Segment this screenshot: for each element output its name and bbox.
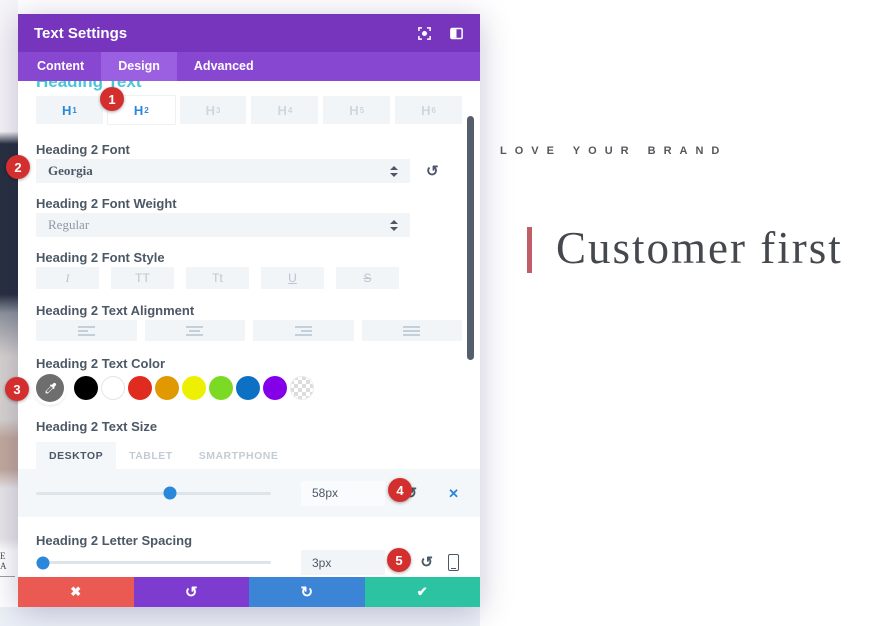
align-justify-button[interactable] (361, 320, 462, 341)
align-center-button[interactable] (144, 320, 245, 341)
text-size-label: Heading 2 Text Size (36, 419, 158, 434)
color-swatch-green[interactable] (209, 376, 233, 400)
tab-content[interactable]: Content (37, 59, 85, 73)
discard-button[interactable]: ✖ (18, 577, 134, 607)
device-tabs: DESKTOP TABLET SMARTPHONE (36, 442, 462, 469)
device-tab-smartphone[interactable]: SMARTPHONE (198, 449, 279, 462)
redo-button[interactable]: ↻ (249, 577, 365, 607)
check-icon: ✔ (416, 584, 428, 599)
color-swatch-red[interactable] (128, 376, 152, 400)
background-page-strip (0, 0, 18, 626)
color-swatch-orange[interactable] (155, 376, 179, 400)
canvas-heading: Customer first (556, 223, 843, 273)
letter-spacing-label: Heading 2 Letter Spacing (36, 533, 193, 548)
letter-spacing-slider[interactable] (36, 556, 271, 569)
modal-tab-bar: Content Design Advanced (18, 52, 480, 81)
align-center-icon (186, 325, 204, 336)
heading-accent-bar (527, 227, 532, 273)
reset-icon[interactable]: ↺ (426, 162, 439, 180)
undo-button[interactable]: ↺ (133, 577, 249, 607)
preview-target-icon[interactable] (417, 26, 432, 41)
device-tab-tablet[interactable]: TABLET (129, 449, 173, 462)
eyedropper-button[interactable] (36, 374, 64, 402)
dock-panel-icon[interactable] (449, 26, 464, 41)
font-style-label: Heading 2 Font Style (36, 250, 165, 265)
background-bottom-strip (0, 607, 480, 626)
uppercase-button[interactable]: TT (111, 267, 174, 289)
smallcaps-button[interactable]: Tt (186, 267, 249, 289)
italic-button[interactable]: I (36, 267, 99, 289)
font-weight-value: Regular (48, 217, 90, 232)
annotation-badge-5: 5 (387, 548, 411, 572)
underline-button[interactable]: U (261, 267, 324, 289)
color-swatch-transparent[interactable] (290, 376, 314, 400)
modal-footer: ✖ ↺ ↻ ✔ (18, 577, 480, 607)
align-right-icon (294, 325, 312, 336)
color-swatch-white[interactable] (101, 376, 125, 400)
annotation-badge-4: 4 (388, 478, 412, 502)
annotation-badge-2: 2 (6, 155, 30, 179)
text-alignment-options (36, 320, 462, 341)
redo-icon: ↻ (300, 584, 314, 601)
text-color-swatches (36, 374, 462, 402)
font-label: Heading 2 Font (36, 142, 130, 157)
device-tab-desktop[interactable]: DESKTOP (36, 442, 117, 469)
stepper-icon (390, 165, 398, 177)
align-left-icon (77, 325, 95, 336)
text-size-input[interactable]: 58px (301, 480, 385, 506)
font-select[interactable]: Georgia (36, 159, 410, 183)
discard-icon: ✖ (70, 584, 82, 599)
section-title-heading-text: Heading Text (36, 81, 142, 91)
align-justify-icon (403, 325, 421, 336)
color-swatch-yellow[interactable] (182, 376, 206, 400)
reset-icon[interactable]: ↺ (420, 554, 433, 571)
eyedropper-icon (45, 382, 56, 393)
font-weight-select[interactable]: Regular (36, 213, 410, 237)
tab-advanced[interactable]: Advanced (193, 59, 254, 73)
modal-scrollbar[interactable] (467, 116, 474, 360)
responsive-phone-icon[interactable] (448, 554, 459, 571)
stepper-icon (390, 219, 398, 231)
tab-design[interactable]: Design (101, 52, 177, 81)
remove-value-icon[interactable]: ✕ (448, 485, 459, 501)
annotation-badge-1: 1 (100, 87, 124, 111)
slider-handle[interactable] (36, 556, 50, 569)
letter-spacing-row: 3px ↺ (36, 550, 462, 575)
canvas-tagline: LOVE YOUR BRAND (500, 145, 728, 157)
align-right-button[interactable] (253, 320, 354, 341)
annotation-badge-3: 3 (5, 377, 29, 401)
align-left-button[interactable] (36, 320, 137, 341)
text-alignment-label: Heading 2 Text Alignment (36, 303, 195, 318)
color-swatch-black[interactable] (74, 376, 98, 400)
modal-title: Text Settings (34, 24, 128, 42)
background-text-fragment: E A (0, 551, 15, 577)
font-weight-label: Heading 2 Font Weight (36, 196, 177, 211)
font-style-options: I TT Tt U S (36, 267, 462, 289)
font-select-value: Georgia (48, 163, 93, 178)
letter-spacing-input[interactable]: 3px (301, 550, 385, 575)
save-button[interactable]: ✔ (364, 577, 480, 607)
strikethrough-button[interactable]: S (336, 267, 399, 289)
text-size-row: 58px ↺ ✕ (18, 469, 480, 517)
undo-icon: ↺ (184, 584, 198, 601)
text-settings-modal: Text Settings Content Design (18, 14, 480, 607)
text-color-label: Heading 2 Text Color (36, 356, 166, 371)
color-swatch-blue[interactable] (236, 376, 260, 400)
modal-header[interactable]: Text Settings (18, 14, 480, 52)
text-size-slider[interactable] (36, 486, 271, 500)
slider-handle[interactable] (163, 486, 177, 500)
color-swatch-purple[interactable] (263, 376, 287, 400)
